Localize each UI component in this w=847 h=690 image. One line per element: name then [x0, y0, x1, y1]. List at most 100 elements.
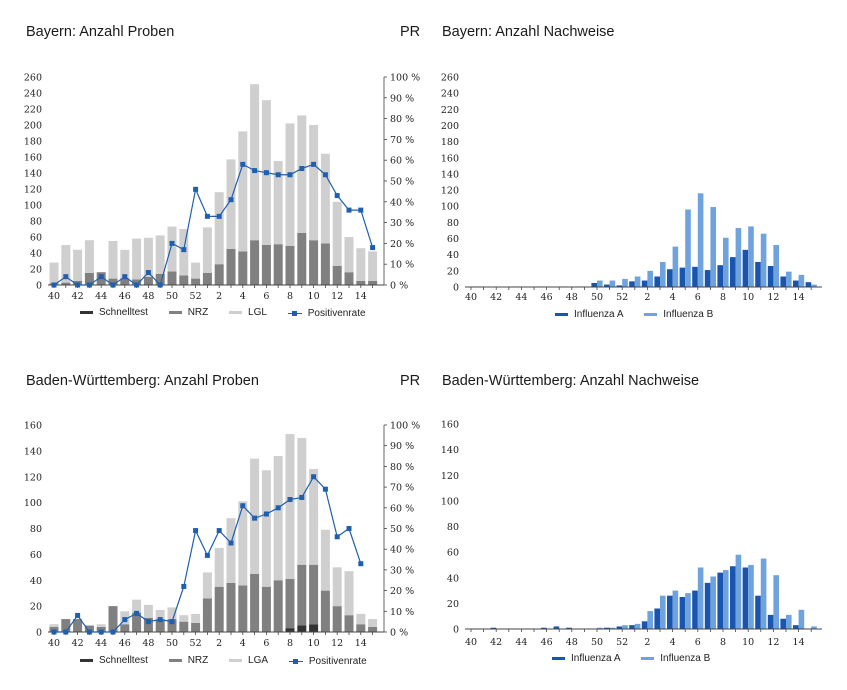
bar-nrz [250, 573, 260, 632]
x-tick-label: 46 [119, 638, 131, 649]
legend-swatch [644, 313, 658, 316]
bar-influenza-a [654, 608, 660, 629]
y2-tick-label: 70 % [390, 135, 414, 146]
positivenrate-point [370, 245, 376, 251]
positivenrate-point [346, 526, 352, 531]
legend-label: Influenza B [663, 309, 714, 320]
right-axis-label: PR [400, 373, 421, 389]
bar-nrz [202, 273, 212, 285]
positivenrate-point [263, 170, 269, 176]
x-tick-label: 52 [616, 292, 628, 303]
bar-influenza-b [786, 614, 792, 629]
positivenrate-point [134, 282, 140, 288]
x-tick-label: 8 [720, 637, 726, 648]
y-tick-label: 100 [24, 201, 42, 212]
bar-lgl [202, 227, 212, 273]
y2-tick-label: 30 % [390, 218, 414, 229]
x-tick-label: 46 [119, 291, 131, 302]
x-tick-label: 40 [48, 638, 60, 649]
y-tick-label: 220 [24, 105, 42, 116]
x-tick-label: 52 [616, 637, 628, 648]
x-tick-label: 12 [331, 291, 343, 302]
y2-tick-label: 0 % [390, 281, 408, 292]
bar-nrz [132, 279, 142, 285]
bar-nrz [132, 612, 142, 632]
x-tick-label: 6 [695, 292, 701, 303]
legend-item-influenza-b: Influenza B [644, 309, 713, 320]
x-tick-label: 12 [767, 292, 779, 303]
bar-influenza-b [685, 209, 691, 287]
y-tick-label: 0 [36, 628, 42, 639]
y-tick-label: 20 [30, 602, 42, 613]
bar-influenza-a [591, 282, 597, 287]
bar-lgl [61, 245, 71, 283]
bar-influenza-a [742, 567, 749, 629]
bar-nrz [120, 624, 130, 632]
x-tick-label: 48 [566, 637, 578, 648]
legend-item-influenza-a: Influenza A [555, 309, 623, 320]
legend-swatch [168, 311, 182, 314]
positivenrate-point [63, 274, 69, 280]
bar-influenza-a [616, 285, 623, 287]
x-tick-label: 42 [72, 638, 84, 649]
bar-lgl [73, 249, 83, 281]
positivenrate-point [263, 511, 269, 517]
positivenrate-point [322, 172, 328, 178]
bar-influenza-a [667, 595, 673, 629]
y2-tick-label: 70 % [390, 483, 414, 494]
y-tick-label: 140 [24, 446, 42, 457]
bar-influenza-b [672, 590, 679, 629]
bar-schnelltest [309, 624, 319, 632]
bar-influenza-a [541, 627, 547, 629]
legend-item-positivenrate: Positivenrate [287, 308, 366, 319]
positivenrate-point [86, 629, 92, 635]
bar-influenza-b [660, 261, 666, 287]
x-tick-label: 48 [566, 292, 578, 303]
bar-nrz [202, 598, 212, 632]
x-tick-label: 2 [644, 637, 650, 648]
bar-nrz [143, 617, 153, 632]
y2-tick-label: 80 % [390, 114, 414, 125]
y-tick-label: 160 [441, 420, 459, 431]
y2-tick-label: 50 % [390, 177, 414, 188]
x-tick-label: 52 [190, 638, 202, 649]
bar-nrz [332, 606, 342, 632]
bar-influenza-a [704, 270, 711, 287]
bar-nrz [356, 281, 366, 285]
legend-label: LGL [248, 307, 267, 318]
positivenrate-point [98, 629, 104, 635]
bar-influenza-b [710, 207, 716, 287]
bar-nrz [344, 272, 354, 285]
bar-nrz [238, 251, 248, 285]
bar-influenza-a [730, 566, 736, 629]
bar-influenza-a [641, 280, 648, 287]
bar-influenza-a [604, 284, 610, 287]
bar-lga [273, 456, 283, 581]
y-tick-label: 20 [447, 266, 459, 277]
bar-lga [179, 615, 189, 622]
bar-lga [132, 599, 142, 613]
bar-influenza-b [773, 245, 779, 287]
legend-label: Influenza A [574, 309, 624, 320]
x-tick-label: 42 [490, 637, 502, 648]
y-tick-label: 60 [447, 548, 459, 559]
y-tick-label: 260 [441, 73, 459, 84]
legend: Influenza A Influenza B [555, 308, 731, 320]
positivenrate-point [275, 172, 281, 178]
x-tick-label: 10 [742, 292, 754, 303]
bar-lga [320, 529, 330, 591]
x-tick-label: 2 [216, 638, 222, 649]
bar-influenza-b [660, 595, 666, 629]
bar-influenza-b [760, 233, 767, 287]
chart-title: Bayern: Anzahl Nachweise [442, 24, 615, 40]
x-tick-label: 50 [591, 292, 603, 303]
legend-label: NRZ [187, 307, 209, 318]
bar-lga [202, 572, 212, 599]
bar-nrz [226, 249, 236, 285]
positivenrate-point [240, 161, 246, 167]
bar-lgl [143, 237, 153, 277]
legend-label: Schnelltest [99, 655, 148, 666]
bar-nrz [320, 590, 330, 632]
y-tick-label: 0 [453, 625, 459, 636]
bar-lgl [120, 249, 130, 279]
